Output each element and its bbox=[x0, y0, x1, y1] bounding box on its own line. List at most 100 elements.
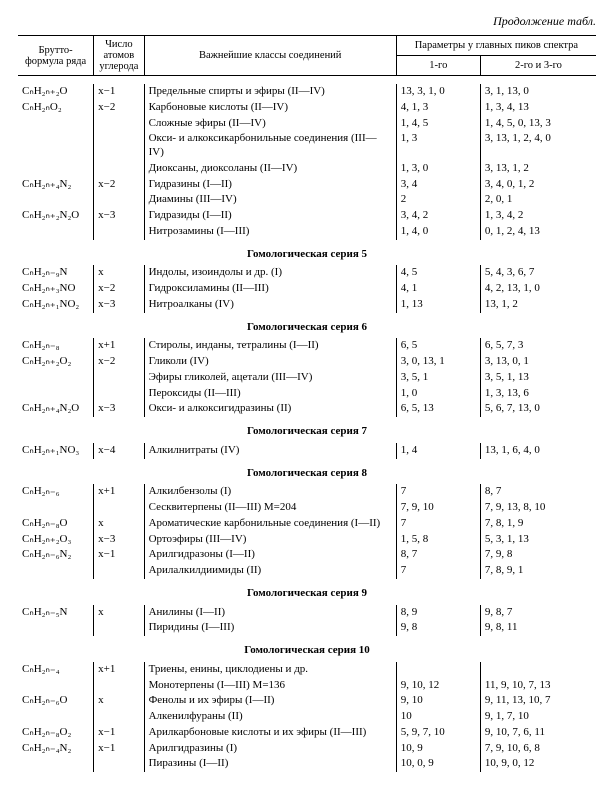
cell-class: Гидроксиламины (II—III) bbox=[144, 281, 396, 297]
cell-p1: 4, 1 bbox=[396, 281, 480, 297]
cell-p23: 7, 9, 8 bbox=[480, 547, 596, 563]
cell-formula: CₙH₂ₙ₊₁NO₃ bbox=[18, 443, 94, 459]
table-row: Пиридины (I—III)9, 89, 8, 11 bbox=[18, 620, 596, 636]
cell-p1: 1, 3, 0 bbox=[396, 161, 480, 177]
cell-class: Сесквитерпены (II—III) M=204 bbox=[144, 500, 396, 516]
cell-p1: 7 bbox=[396, 484, 480, 500]
cell-p23: 5, 4, 3, 6, 7 bbox=[480, 265, 596, 281]
cell-p23: 13, 1, 2 bbox=[480, 297, 596, 313]
table-row: Эфиры гликолей, ацетали (III—IV)3, 5, 13… bbox=[18, 370, 596, 386]
cell-carbon: x−3 bbox=[94, 532, 144, 548]
table-row: Арилалкилдиимиды (II)77, 8, 9, 1 bbox=[18, 563, 596, 579]
cell-formula: CₙH₂ₙ₊₃NO bbox=[18, 281, 94, 297]
cell-carbon bbox=[94, 620, 144, 636]
cell-p23: 7, 8, 9, 1 bbox=[480, 563, 596, 579]
cell-p1: 1, 4, 5 bbox=[396, 116, 480, 132]
cell-formula bbox=[18, 500, 94, 516]
cell-p23: 2, 0, 1 bbox=[480, 192, 596, 208]
cell-formula: CₙH₂ₙ₊₂O₃ bbox=[18, 532, 94, 548]
cell-class: Арилгидразоны (I—II) bbox=[144, 547, 396, 563]
cell-p23: 3, 1, 13, 0 bbox=[480, 84, 596, 100]
cell-formula: CₙH₂ₙ₊₄N₂O bbox=[18, 401, 94, 417]
cell-formula: CₙH₂ₙ₋₈O₂ bbox=[18, 725, 94, 741]
table-row: CₙH₂ₙ₊₂O₂x−2Гликоли (IV)3, 0, 13, 13, 13… bbox=[18, 354, 596, 370]
cell-class: Фенолы и их эфиры (I—II) bbox=[144, 693, 396, 709]
cell-p23: 5, 6, 7, 13, 0 bbox=[480, 401, 596, 417]
table-row: CₙH₂ₙO₂x−2Карбоновые кислоты (II—IV)4, 1… bbox=[18, 100, 596, 116]
header-p23: 2-го и 3-го bbox=[480, 56, 596, 76]
table-row: CₙH₂ₙ₋₈OxАроматические карбонильные соед… bbox=[18, 516, 596, 532]
cell-p23: 9, 1, 7, 10 bbox=[480, 709, 596, 725]
table-row: Диамины (III—IV)22, 0, 1 bbox=[18, 192, 596, 208]
table-row: Сложные эфиры (II—IV)1, 4, 51, 4, 5, 0, … bbox=[18, 116, 596, 132]
cell-carbon: x−2 bbox=[94, 100, 144, 116]
cell-p23: 7, 9, 13, 8, 10 bbox=[480, 500, 596, 516]
cell-carbon bbox=[94, 386, 144, 402]
cell-formula bbox=[18, 386, 94, 402]
cell-class: Гидразиды (I—II) bbox=[144, 208, 396, 224]
header-params: Параметры y главных пиков спектра bbox=[396, 36, 596, 56]
cell-p23: 7, 9, 10, 6, 8 bbox=[480, 741, 596, 757]
cell-formula: CₙH₂ₙ₊₂O₂ bbox=[18, 354, 94, 370]
cell-carbon bbox=[94, 756, 144, 772]
cell-p1: 3, 4 bbox=[396, 177, 480, 193]
cell-p23: 1, 3, 4, 2 bbox=[480, 208, 596, 224]
cell-carbon: x bbox=[94, 265, 144, 281]
header-formula: Брутто-формула ряда bbox=[18, 36, 94, 76]
cell-p23: 10, 9, 0, 12 bbox=[480, 756, 596, 772]
cell-formula bbox=[18, 678, 94, 694]
cell-p23: 6, 5, 7, 3 bbox=[480, 338, 596, 354]
cell-p1: 6, 5, 13 bbox=[396, 401, 480, 417]
table-row: CₙH₂ₙ₊₂N₂Ox−3Гидразиды (I—II)3, 4, 21, 3… bbox=[18, 208, 596, 224]
cell-p23: 9, 10, 7, 6, 11 bbox=[480, 725, 596, 741]
table-row: CₙH₂ₙ₋₆N₂x−1Арилгидразоны (I—II)8, 77, 9… bbox=[18, 547, 596, 563]
cell-p23: 5, 3, 1, 13 bbox=[480, 532, 596, 548]
cell-class: Сложные эфиры (II—IV) bbox=[144, 116, 396, 132]
cell-carbon: x−3 bbox=[94, 401, 144, 417]
cell-formula: CₙH₂ₙ₊₄N₂ bbox=[18, 177, 94, 193]
cell-class: Монотерпены (I—III) M=136 bbox=[144, 678, 396, 694]
cell-p23: 1, 3, 13, 6 bbox=[480, 386, 596, 402]
cell-class: Гликоли (IV) bbox=[144, 354, 396, 370]
table-row: Диоксаны, диоксоланы (II—IV)1, 3, 03, 13… bbox=[18, 161, 596, 177]
section-heading: Гомологическая серия 8 bbox=[18, 459, 596, 485]
cell-class: Окси- и алкоксигидразины (II) bbox=[144, 401, 396, 417]
cell-class: Стиролы, инданы, тетралины (I—II) bbox=[144, 338, 396, 354]
cell-carbon bbox=[94, 131, 144, 161]
table-row: Пероксиды (II—III)1, 01, 3, 13, 6 bbox=[18, 386, 596, 402]
cell-p23: 7, 8, 1, 9 bbox=[480, 516, 596, 532]
cell-class: Диамины (III—IV) bbox=[144, 192, 396, 208]
cell-p1: 10, 0, 9 bbox=[396, 756, 480, 772]
cell-p1: 3, 4, 2 bbox=[396, 208, 480, 224]
cell-p23: 3, 4, 0, 1, 2 bbox=[480, 177, 596, 193]
table-row: CₙH₂ₙ₊₄N₂Ox−3Окси- и алкоксигидразины (I… bbox=[18, 401, 596, 417]
cell-carbon: x−2 bbox=[94, 281, 144, 297]
cell-formula: CₙH₂ₙ₊₂O bbox=[18, 84, 94, 100]
cell-p23: 11, 9, 10, 7, 13 bbox=[480, 678, 596, 694]
cell-formula bbox=[18, 370, 94, 386]
cell-carbon bbox=[94, 709, 144, 725]
section-heading: Гомологическая серия 5 bbox=[18, 240, 596, 266]
cell-class: Анилины (I—II) bbox=[144, 605, 396, 621]
cell-class: Ортоэфиры (III—IV) bbox=[144, 532, 396, 548]
cell-p23: 3, 13, 1, 2, 4, 0 bbox=[480, 131, 596, 161]
cell-carbon: x−2 bbox=[94, 177, 144, 193]
table-row: CₙH₂ₙ₋₆x+1Алкилбензолы (I)78, 7 bbox=[18, 484, 596, 500]
cell-class: Окси- и алкоксикарбонильные соединения (… bbox=[144, 131, 396, 161]
cell-p23: 1, 3, 4, 13 bbox=[480, 100, 596, 116]
cell-formula: CₙH₂ₙ₊₂N₂O bbox=[18, 208, 94, 224]
cell-carbon: x+1 bbox=[94, 484, 144, 500]
cell-p1: 4, 5 bbox=[396, 265, 480, 281]
cell-carbon bbox=[94, 678, 144, 694]
table-row: CₙH₂ₙ₊₃NOx−2Гидроксиламины (II—III)4, 14… bbox=[18, 281, 596, 297]
table-row: CₙH₂ₙ₋₄N₂x−1Арилгидразины (I)10, 97, 9, … bbox=[18, 741, 596, 757]
header-carbon: Число атомов углерода bbox=[94, 36, 144, 76]
cell-class: Эфиры гликолей, ацетали (III—IV) bbox=[144, 370, 396, 386]
table-row: CₙH₂ₙ₊₂Ox−1Предельные спирты и эфиры (II… bbox=[18, 84, 596, 100]
cell-class: Алкилнитраты (IV) bbox=[144, 443, 396, 459]
cell-p1: 2 bbox=[396, 192, 480, 208]
cell-p1: 1, 5, 8 bbox=[396, 532, 480, 548]
cell-formula: CₙH₂ₙ₋₄ bbox=[18, 662, 94, 678]
table-row: CₙH₂ₙ₊₁NO₃x−4Алкилнитраты (IV)1, 413, 1,… bbox=[18, 443, 596, 459]
cell-class: Пиразины (I—II) bbox=[144, 756, 396, 772]
